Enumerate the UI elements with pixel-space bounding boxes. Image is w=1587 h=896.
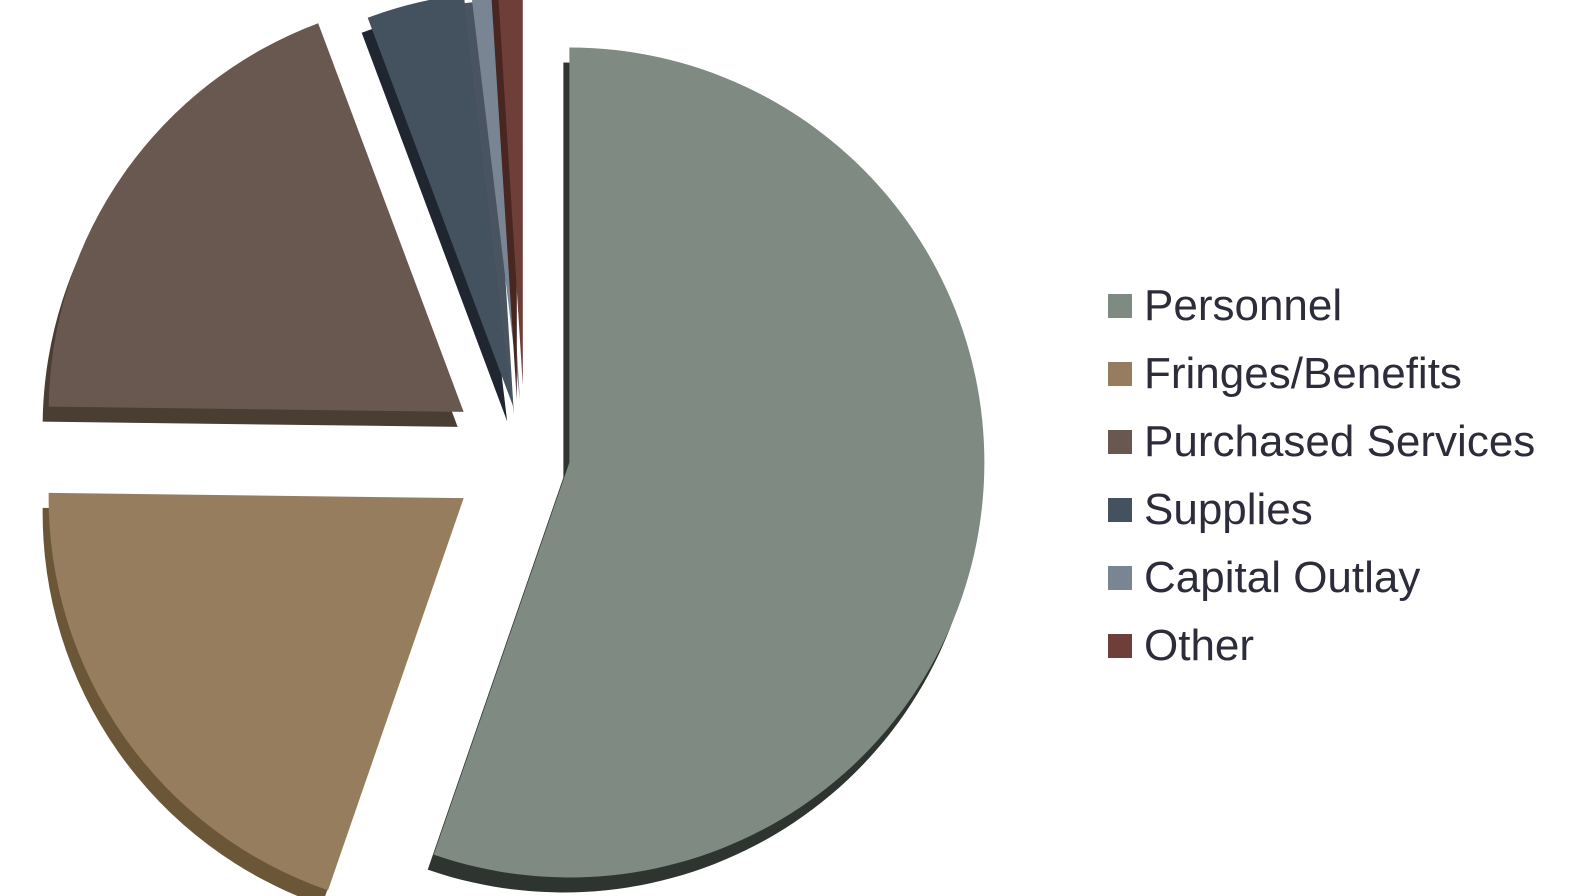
pie-slice-personnel <box>427 47 985 893</box>
pie-slice-top-purchased-services <box>48 23 464 412</box>
pie-slice-capital-outlay <box>464 0 520 416</box>
legend-item-purchased-services: Purchased Services <box>1108 408 1578 476</box>
legend-label-purchased-services: Purchased Services <box>1144 417 1536 466</box>
pie-slice-top-capital-outlay <box>471 0 520 401</box>
legend-swatch-purchased-services <box>1108 430 1132 454</box>
legend-swatch-personnel <box>1108 294 1132 318</box>
pie-slice-top-personnel <box>433 47 985 878</box>
legend: Personnel Fringes/Benefits Purchased Ser… <box>1108 272 1578 680</box>
legend-item-other: Other <box>1108 612 1578 680</box>
pie-slice-top-fringes-benefits <box>48 492 464 891</box>
pie-slice-top-other <box>498 0 523 386</box>
legend-label-personnel: Personnel <box>1144 281 1343 330</box>
legend-label-other: Other <box>1144 621 1255 670</box>
pie-slice-supplies <box>361 0 514 422</box>
pie-slice-other <box>491 0 523 401</box>
legend-label-fringes-benefits: Fringes/Benefits <box>1144 349 1462 398</box>
legend-swatch-capital-outlay <box>1108 566 1132 590</box>
legend-item-capital-outlay: Capital Outlay <box>1108 544 1578 612</box>
legend-item-supplies: Supplies <box>1108 476 1578 544</box>
legend-label-supplies: Supplies <box>1144 485 1313 534</box>
legend-item-personnel: Personnel <box>1108 272 1578 340</box>
legend-swatch-fringes-benefits <box>1108 362 1132 386</box>
pie-slice-top-supplies <box>367 0 514 407</box>
legend-swatch-supplies <box>1108 498 1132 522</box>
pie-slice-side-capital-outlay <box>464 1 514 416</box>
pie-slice-side-supplies <box>361 9 508 422</box>
pie-slice-fringes-benefits <box>42 492 464 896</box>
legend-swatch-other <box>1108 634 1132 658</box>
legend-item-fringes-benefits: Fringes/Benefits <box>1108 340 1578 408</box>
pie-slice-purchased-services <box>42 23 464 427</box>
legend-label-capital-outlay: Capital Outlay <box>1144 553 1421 602</box>
